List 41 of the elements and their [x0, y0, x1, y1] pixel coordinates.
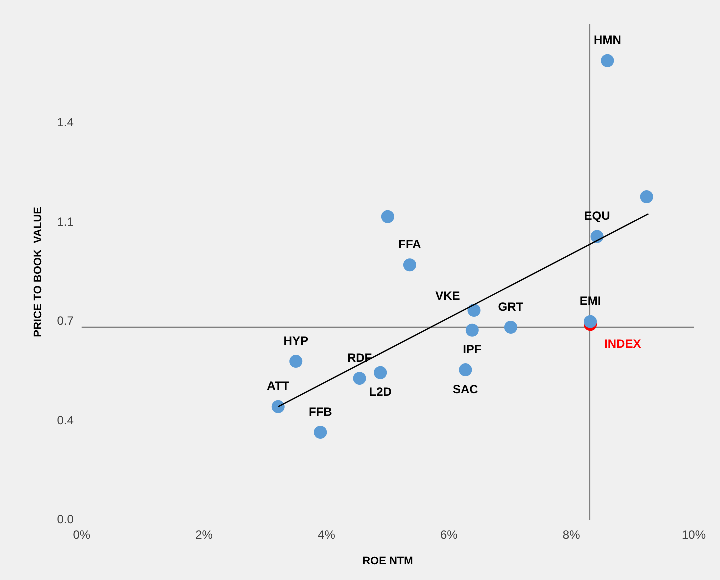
annotation: HMN: [594, 33, 622, 48]
annotation: IPF: [463, 342, 482, 357]
annotation: L2D: [369, 385, 392, 400]
point: [290, 355, 303, 368]
annotation: SAC: [453, 382, 479, 396]
annotation: RDF: [347, 350, 372, 365]
point: [272, 400, 285, 414]
point: [601, 54, 614, 68]
series-label: INDEX: [604, 336, 642, 351]
point: [504, 321, 518, 334]
point: [403, 258, 416, 272]
annotation: HYP: [284, 334, 308, 348]
y-tick-label: 0.0: [57, 512, 74, 527]
y-tick-label: 0.4: [57, 413, 74, 428]
point: [314, 426, 328, 439]
y-axis-title: PRICE TO BOOK VALUE: [32, 207, 45, 338]
annotation: FFA: [398, 237, 422, 252]
point: [468, 304, 481, 317]
x-axis-title: ROE NTM: [362, 555, 414, 568]
x-tick-label: 8%: [562, 528, 581, 542]
y-tick-label: 1.4: [57, 116, 74, 130]
point: [459, 364, 472, 377]
x-tick-label: 2%: [196, 528, 214, 542]
x-tick-label: 10%: [682, 528, 706, 542]
point: [466, 324, 479, 337]
annotation: GRT: [498, 300, 524, 314]
annotation: VKE: [436, 288, 460, 303]
point: [584, 315, 598, 328]
x-tick-label: 0%: [73, 528, 91, 542]
point: [381, 210, 394, 224]
y-tick-label: 0.7: [57, 314, 74, 328]
annotation: EQU: [584, 209, 610, 224]
point: [353, 372, 366, 386]
point: [374, 366, 388, 380]
annotation: FFB: [308, 404, 333, 419]
x-tick-label: 4%: [318, 528, 336, 542]
point: [640, 190, 654, 204]
annotation: ATT: [267, 379, 290, 394]
y-tick-label: 1.1: [57, 214, 74, 229]
annotation: EMI: [580, 294, 602, 308]
x-tick-label: 6%: [440, 528, 458, 542]
